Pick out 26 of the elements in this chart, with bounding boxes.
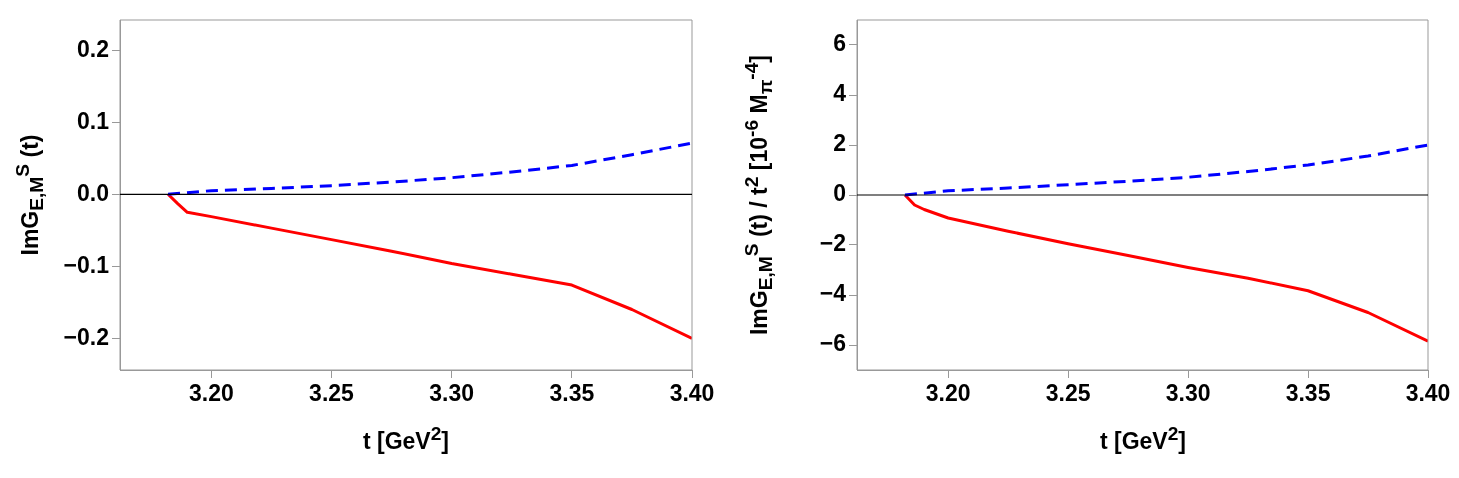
y-tick-label: 0.0 [77, 179, 109, 206]
y-tick-label: −6 [819, 330, 846, 357]
x-tick-label: 3.30 [1165, 380, 1211, 407]
y-tick-label: −2 [819, 230, 846, 257]
x-tick-label: 3.25 [309, 380, 355, 407]
y-tick-label: 0.1 [77, 107, 110, 134]
x-tick-label: 3.30 [429, 380, 475, 407]
x-tick-label: 3.35 [549, 380, 595, 407]
x-axis-title: t [GeV$^{2}$] [362, 423, 450, 455]
y-tick-label: 2 [833, 130, 846, 157]
x-tick-label: 3.25 [1045, 380, 1091, 407]
y-tick-label: 0 [833, 180, 846, 207]
line-series [166, 141, 692, 196]
line-series [903, 143, 1428, 197]
x-tick-label: 3.35 [1285, 380, 1331, 407]
y-tick-label: −4 [819, 280, 847, 307]
y-tick-label: −0.2 [63, 323, 109, 350]
x-tick-label: 3.20 [188, 380, 234, 407]
y-tick-label: 0.2 [77, 35, 109, 62]
y-tick-label: −0.1 [63, 251, 110, 278]
y-tick-label: 4 [833, 80, 847, 107]
x-tick-label: 3.40 [669, 380, 715, 407]
x-axis-title: t [GeV$^{2}$] [1099, 423, 1187, 455]
x-tick-label: 3.20 [925, 380, 971, 407]
y-tick-label: 6 [833, 30, 846, 57]
x-tick-label: 3.40 [1405, 380, 1451, 407]
